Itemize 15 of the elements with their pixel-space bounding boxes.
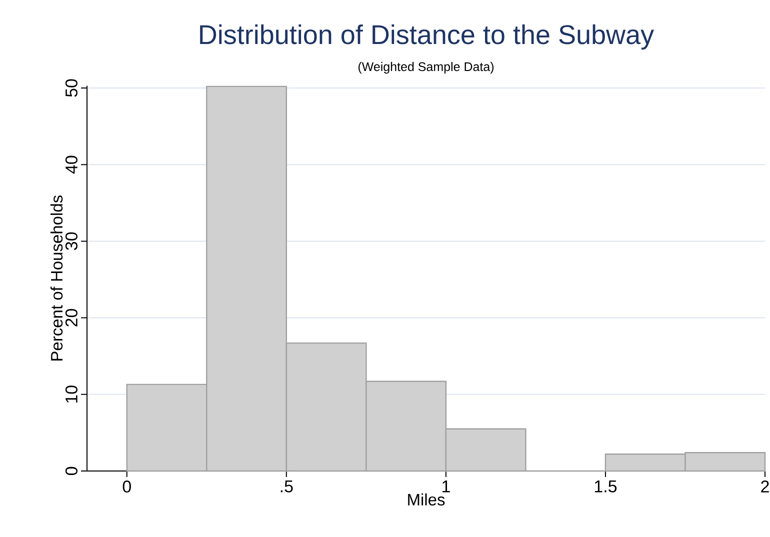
y-tick-label: 10 [65, 386, 78, 403]
y-tick-label: 50 [65, 79, 78, 97]
x-tick-label: 0 [122, 480, 131, 493]
chart-title: Distribution of Distance to the Subway [200, 24, 654, 50]
chart-subtitle: (Weighted Sample Data) [358, 62, 494, 74]
y-axis-title: Percent of Households [50, 196, 63, 360]
x-tick-label: 2 [761, 480, 769, 492]
x-axis-title: Miles [408, 493, 445, 506]
x-tick-label: .5 [280, 480, 293, 492]
y-tick-label: 30 [65, 232, 78, 250]
y-tick-label: 20 [65, 309, 78, 326]
y-tick-label: 0 [65, 466, 78, 476]
x-tick-label: 1 [442, 480, 450, 492]
x-tick-label: 1.5 [594, 480, 617, 492]
y-tick-label: 40 [65, 156, 78, 174]
